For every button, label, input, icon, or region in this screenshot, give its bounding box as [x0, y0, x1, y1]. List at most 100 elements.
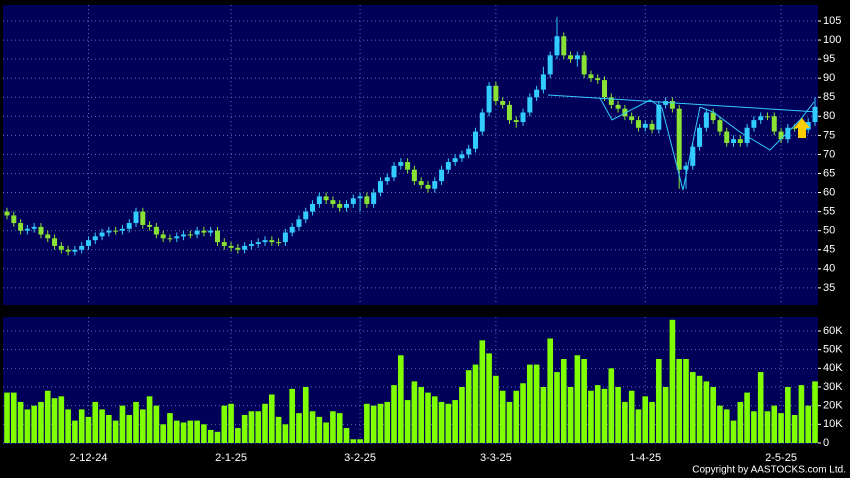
- volume-bar: [778, 413, 784, 443]
- candle-body: [418, 181, 424, 185]
- candle-body: [405, 162, 411, 170]
- zigzag-line: [599, 97, 815, 191]
- candle-body: [758, 116, 764, 121]
- volume-bar: [289, 388, 295, 443]
- volume-bar: [418, 387, 424, 443]
- volume-bar: [438, 401, 445, 443]
- volume-bar: [703, 381, 710, 443]
- volume-bar: [805, 405, 812, 443]
- candle-body: [119, 228, 125, 231]
- candle-body: [316, 196, 322, 204]
- volume-bar: [499, 390, 506, 443]
- candle-body: [126, 223, 132, 229]
- volume-bar: [126, 415, 133, 443]
- volume-bar: [350, 439, 357, 443]
- candle-body: [513, 120, 519, 123]
- candle-body: [764, 116, 770, 118]
- candle-body: [214, 230, 220, 243]
- volume-bar: [615, 387, 621, 443]
- candle-body: [276, 242, 282, 244]
- volume-bar: [167, 413, 173, 443]
- volume-bar: [662, 387, 669, 443]
- candle-body: [656, 104, 662, 130]
- y-tick-label: 100: [823, 34, 841, 46]
- candle-body: [744, 127, 750, 143]
- volume-bar: [139, 409, 146, 443]
- volume-bar: [581, 359, 587, 443]
- candle-body: [310, 203, 316, 212]
- candle-body: [289, 226, 295, 233]
- candle-body: [527, 97, 533, 113]
- candle-body: [432, 181, 438, 189]
- volume-bar: [622, 401, 628, 443]
- volume-bar: [133, 401, 139, 443]
- volume-panel: [3, 317, 818, 444]
- volume-bar: [194, 420, 200, 443]
- candle-body: [568, 55, 574, 60]
- candle-body: [622, 108, 628, 117]
- candle-body: [147, 224, 153, 227]
- x-tick-label: 3-3-25: [480, 452, 512, 464]
- volume-bar: [608, 368, 615, 443]
- volume-bar: [24, 409, 31, 443]
- y-tick-label: 50: [823, 225, 835, 237]
- y-tick-label: 105: [823, 15, 841, 27]
- candle-body: [500, 101, 506, 105]
- volume-bar: [689, 372, 696, 443]
- y-tick-label: 0: [823, 437, 829, 449]
- y-tick-label: 40: [823, 263, 835, 275]
- candle-body: [357, 196, 363, 199]
- volume-bar: [642, 396, 649, 443]
- candle-body: [751, 120, 757, 128]
- volume-bar: [201, 424, 207, 443]
- candle-body: [18, 223, 24, 231]
- volume-bar: [683, 359, 689, 443]
- volume-bar: [520, 383, 526, 443]
- volume-bar: [106, 415, 112, 443]
- candle-body: [248, 244, 254, 246]
- candle-body: [384, 177, 390, 182]
- candle-body: [710, 112, 716, 121]
- volume-bar: [309, 411, 316, 443]
- volume-bar: [391, 385, 397, 443]
- volume-bar: [493, 375, 499, 443]
- candle-body: [106, 230, 112, 233]
- volume-bar: [560, 359, 567, 443]
- volume-bar: [527, 364, 533, 443]
- candle-body: [167, 238, 173, 240]
- candle-body: [343, 203, 349, 208]
- y-tick-label: 85: [823, 91, 835, 103]
- x-tick-label: 2-5-25: [765, 452, 797, 464]
- candle-body: [72, 249, 78, 252]
- y-tick-label: 55: [823, 206, 835, 218]
- y-tick-label: 70: [823, 148, 835, 160]
- volume-bar: [364, 403, 370, 443]
- volume-bar: [574, 355, 581, 443]
- candle-body: [731, 139, 737, 143]
- candle-body: [391, 165, 397, 178]
- volume-bar: [785, 387, 791, 443]
- y-tick-label: 65: [823, 167, 835, 179]
- candle-body: [588, 74, 594, 79]
- candle-body: [174, 236, 180, 239]
- volume-bar: [710, 387, 716, 443]
- volume-bar: [146, 396, 153, 443]
- volume-bar: [207, 429, 214, 443]
- volume-bar: [669, 319, 676, 443]
- volume-bar: [812, 381, 818, 443]
- volume-bar: [757, 372, 764, 443]
- candle-body: [140, 211, 146, 225]
- candle-body: [602, 80, 608, 98]
- volume-bar: [4, 392, 10, 443]
- candle-body: [181, 234, 187, 237]
- candle-body: [493, 85, 499, 102]
- volume-bar: [336, 413, 343, 443]
- candle-body: [642, 123, 648, 128]
- volume-bar: [479, 340, 486, 443]
- y-tick-label: 80: [823, 110, 835, 122]
- candle-body: [615, 104, 621, 109]
- arrow-icon: [794, 118, 810, 138]
- candle-body: [486, 85, 492, 113]
- volume-bar: [235, 428, 241, 443]
